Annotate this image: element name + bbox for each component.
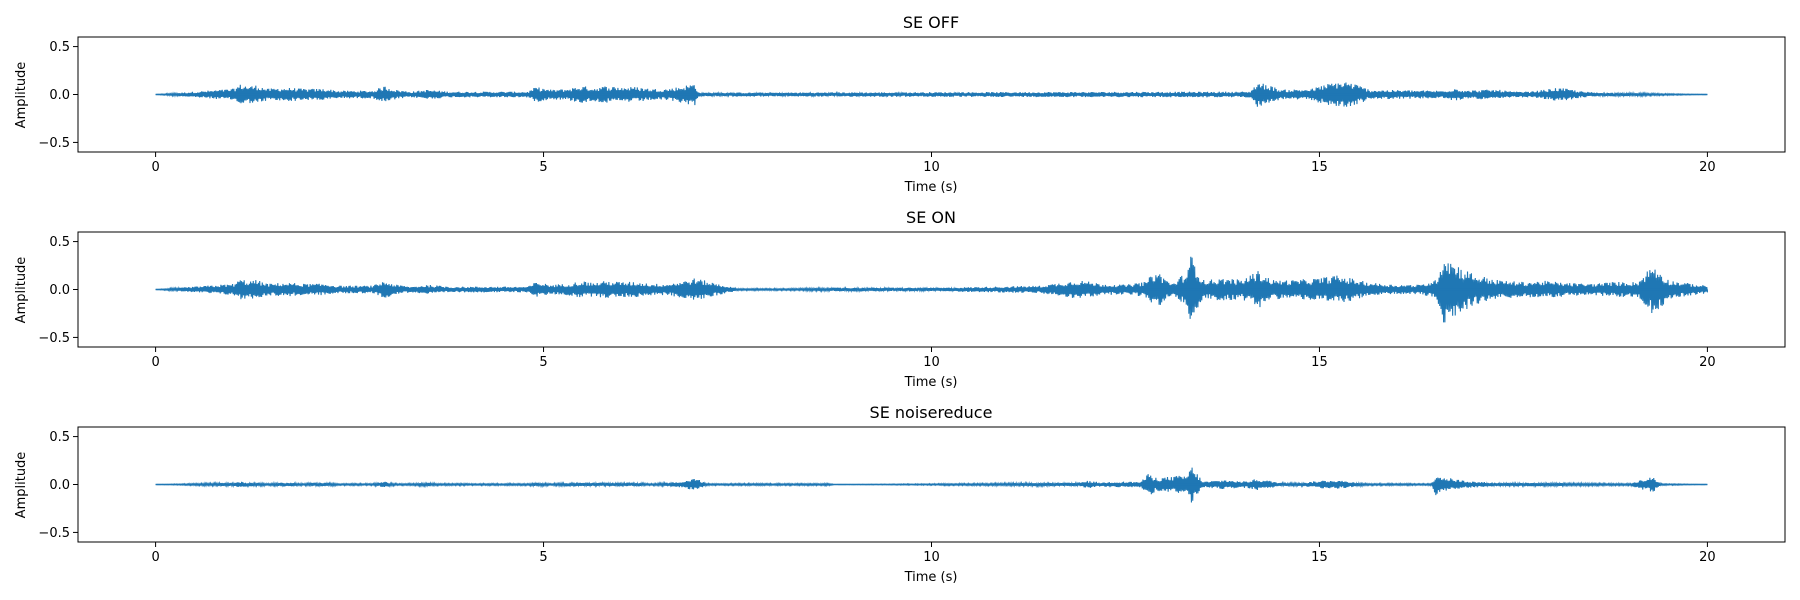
y-tick-label: 0.5: [49, 430, 70, 445]
x-tick-label: 15: [1311, 160, 1328, 175]
y-axis-label: Amplitude: [14, 62, 29, 129]
x-tick-label: 5: [539, 160, 547, 175]
x-tick-label: 10: [923, 160, 940, 175]
y-tick-label: 0.0: [49, 478, 70, 493]
chart-title: SE ON: [906, 208, 956, 227]
chart-title: SE OFF: [903, 13, 959, 32]
y-tick-label: −0.5: [38, 526, 70, 541]
waveform-plot-area: [155, 467, 1708, 503]
y-tick-label: 0.0: [49, 88, 70, 103]
x-axis-label: Time (s): [904, 180, 958, 195]
panel-se-on: SE ON Time (s) Amplitude 0 5 10 15 20 −0.5 0.0…: [14, 208, 1786, 390]
x-tick-label: 20: [1699, 550, 1716, 565]
y-tick-label: −0.5: [38, 136, 70, 151]
x-tick-label: 0: [151, 550, 159, 565]
x-tick-label: 20: [1699, 160, 1716, 175]
y-tick-label: 0.0: [49, 283, 70, 298]
x-tick-label: 10: [923, 550, 940, 565]
y-tick-label: 0.5: [49, 40, 70, 55]
x-axis-label: Time (s): [904, 570, 958, 585]
x-tick-label: 5: [539, 550, 547, 565]
chart-title: SE noisereduce: [870, 403, 993, 422]
x-tick-label: 15: [1311, 355, 1328, 370]
x-axis-label: Time (s): [904, 375, 958, 390]
x-tick-label: 20: [1699, 355, 1716, 370]
x-tick-label: 0: [151, 160, 159, 175]
y-tick-label: 0.5: [49, 235, 70, 250]
y-axis-label: Amplitude: [14, 452, 29, 519]
x-tick-label: 0: [151, 355, 159, 370]
waveform-plot-area: [155, 256, 1708, 323]
panel-se-noisereduce: SE noisereduce Time (s) Amplitude 0 5 10 15…: [14, 403, 1786, 585]
waveform-plot-area: [155, 82, 1708, 107]
panel-se-off: SE OFF Time (s) Amplitude 0 5 10 15 20 −0.5 0.…: [14, 13, 1786, 195]
waveform-line: [155, 82, 1708, 107]
y-tick-label: −0.5: [38, 331, 70, 346]
x-tick-label: 10: [923, 355, 940, 370]
x-tick-label: 15: [1311, 550, 1328, 565]
y-axis-label: Amplitude: [14, 257, 29, 324]
x-tick-label: 5: [539, 355, 547, 370]
